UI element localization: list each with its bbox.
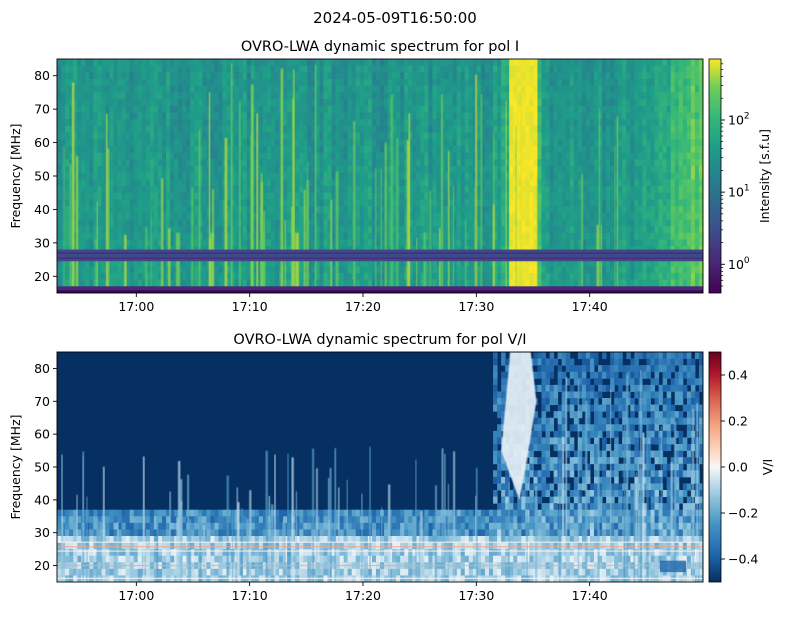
x-tick-label: 17:30 [458, 588, 494, 603]
colorbar-tick-label: −0.4 [728, 552, 758, 567]
y-tick-label: 50 [34, 169, 50, 184]
y-tick-label: 70 [34, 394, 50, 409]
colorbar-tick-label: −0.2 [728, 506, 758, 521]
heatmap-image [57, 352, 703, 582]
panel-title: OVRO-LWA dynamic spectrum for pol I [241, 39, 519, 55]
colorbar-tick-label: 0.0 [728, 460, 748, 475]
colorbar-tick-label: 0.2 [728, 414, 748, 429]
panel-pol-i: OVRO-LWA dynamic spectrum for pol I 20 30… [8, 39, 772, 314]
x-axis: 17:00 17:10 17:20 17:30 17:40 [118, 293, 608, 314]
y-tick-label: 30 [34, 525, 50, 540]
heatmap-image [57, 59, 703, 293]
colorbar-label: V/I [760, 459, 775, 475]
colorbar-label: Intensity [s.f.u] [757, 129, 772, 223]
y-tick-label: 20 [34, 558, 50, 573]
heatmap-cells [57, 59, 703, 293]
colorbar-tick-label: 100 [728, 256, 750, 272]
panel-title: OVRO-LWA dynamic spectrum for pol V/I [233, 332, 526, 348]
x-tick-label: 17:30 [458, 299, 494, 314]
x-tick-label: 17:40 [572, 299, 608, 314]
y-tick-label: 50 [34, 460, 50, 475]
colorbar-ticks: 100 101 102 [721, 63, 750, 287]
colorbar-tick-label: 101 [728, 184, 750, 200]
x-tick-label: 17:20 [345, 588, 381, 603]
x-tick-label: 17:40 [572, 588, 608, 603]
colorbar-tick-label: 0.4 [728, 368, 748, 383]
colorbar [708, 58, 722, 294]
y-tick-label: 60 [34, 427, 50, 442]
y-axis: 20 30 40 50 60 70 80 [34, 361, 57, 573]
y-tick-label: 30 [34, 235, 50, 250]
x-axis: 17:00 17:10 17:20 17:30 17:40 [118, 582, 608, 603]
x-tick-label: 17:20 [345, 299, 381, 314]
y-tick-label: 80 [34, 361, 50, 376]
colorbar-ticks: 0.4 0.2 0.0 −0.2 −0.4 [721, 368, 758, 567]
x-tick-label: 17:10 [232, 588, 268, 603]
x-tick-label: 17:10 [232, 299, 268, 314]
y-tick-label: 60 [34, 135, 50, 150]
y-tick-label: 40 [34, 492, 50, 507]
y-tick-label: 80 [34, 68, 50, 83]
x-tick-label: 17:00 [118, 588, 154, 603]
y-axis-label: Frequency [MHz] [8, 414, 23, 519]
heatmap-cells [57, 352, 703, 582]
y-tick-label: 70 [34, 102, 50, 117]
colorbar [708, 351, 722, 583]
figure-suptitle: 2024-05-09T16:50:00 [313, 9, 477, 27]
y-tick-label: 20 [34, 269, 50, 284]
colorbar-tick-label: 102 [728, 111, 750, 127]
x-tick-label: 17:00 [118, 299, 154, 314]
y-tick-label: 40 [34, 202, 50, 217]
panel-pol-vi: OVRO-LWA dynamic spectrum for pol V/I 20… [8, 332, 775, 603]
y-axis-label: Frequency [MHz] [8, 123, 23, 228]
y-axis: 20 30 40 50 60 70 80 [34, 68, 57, 284]
